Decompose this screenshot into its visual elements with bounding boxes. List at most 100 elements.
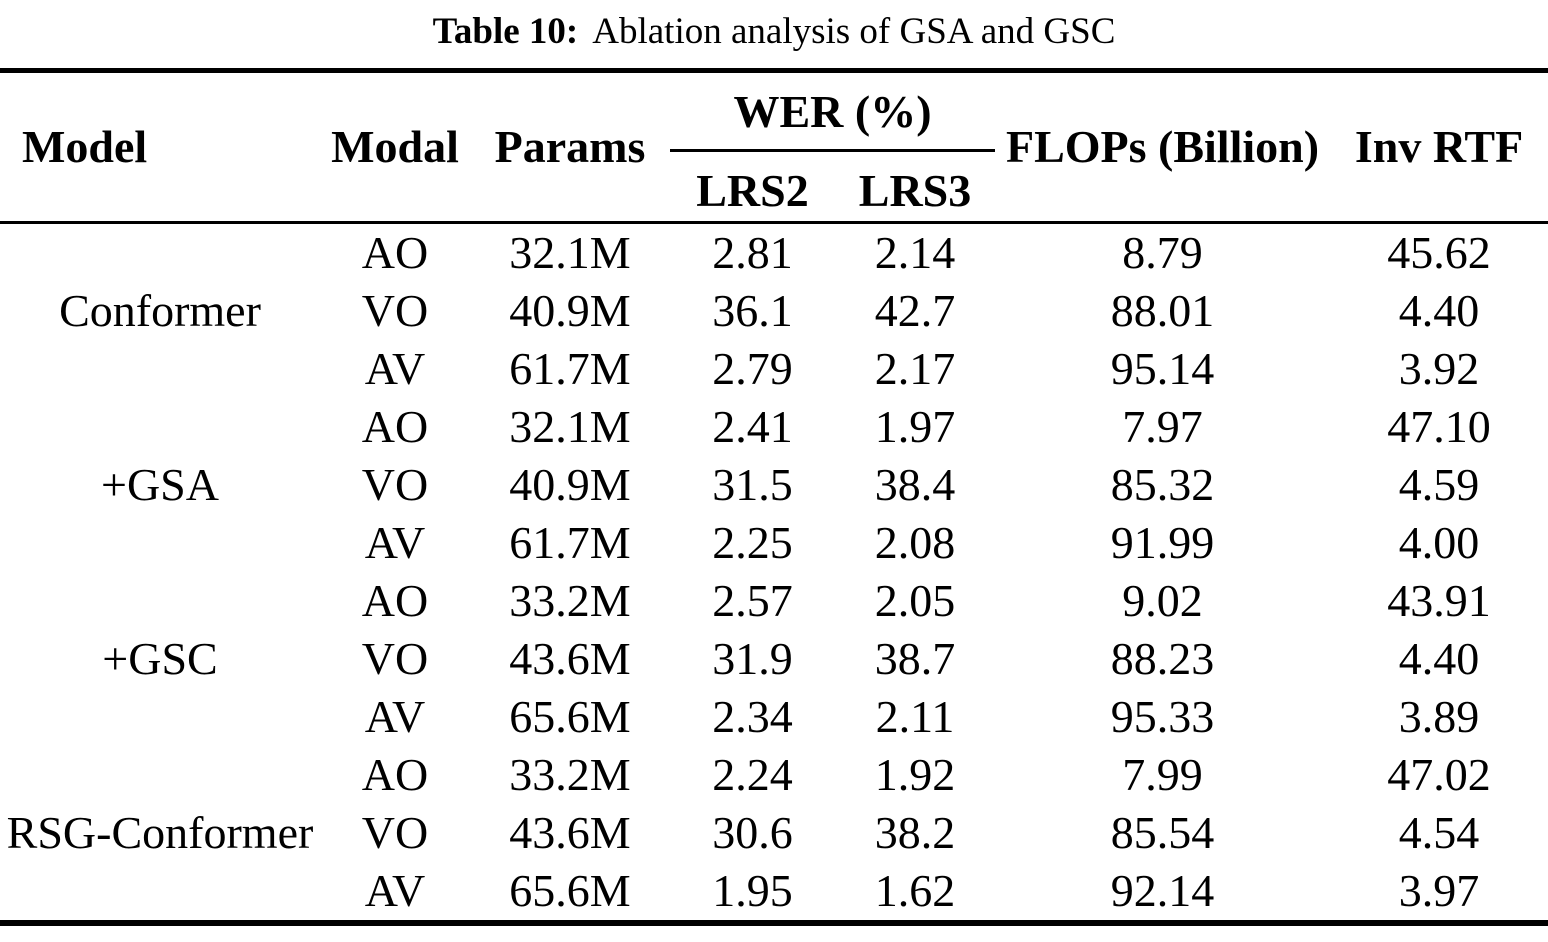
cell-lrs2: 31.5 [712,459,793,510]
cell-params: 65.6M [509,865,631,916]
cell-flops: 88.23 [1110,633,1215,684]
table-row: +GSA AO 32.1M 2.41 1.97 7.97 47.10 [0,398,1548,508]
cell-inv-rtf: 3.89 [1398,691,1480,742]
cell-inv-rtf: 45.62 [1387,227,1491,278]
table-caption: Table 10: Ablation analysis of GSA and GS… [0,0,1548,68]
cell-flops: 9.02 [1122,575,1203,626]
cell-lrs2: 31.9 [712,633,793,684]
cell-inv-rtf: 4.40 [1398,633,1480,684]
cell-lrs3: 2.14 [874,227,956,278]
cell-params: 40.9M [509,459,631,510]
cell-flops: 85.32 [1110,459,1215,510]
table-row: AV 61.7M 2.25 2.08 91.99 4.00 [0,514,1548,572]
cell-inv-rtf: 4.54 [1398,807,1480,858]
cell-lrs2: 2.24 [712,749,793,800]
cell-lrs2: 2.57 [712,575,793,626]
header-model: Model [22,121,148,172]
cell-modal: VO [361,459,429,510]
cell-lrs3: 38.7 [874,633,956,684]
header-flops: FLOPs (Billion) [1005,121,1320,172]
cell-params: 32.1M [509,227,631,278]
cell-lrs3: 1.97 [874,401,956,452]
cell-modal: VO [361,285,429,336]
header-lrs2: LRS2 [696,165,809,216]
cell-params: 43.6M [509,633,631,684]
table-row: AV 65.6M 1.95 1.62 92.14 3.97 [0,862,1548,923]
cell-flops: 95.14 [1110,343,1215,394]
header-inv-rtf: Inv RTF [1354,121,1524,172]
cell-inv-rtf: 3.92 [1398,343,1480,394]
cell-params: 61.7M [509,343,631,394]
cell-lrs2: 1.95 [712,865,793,916]
cell-modal: AV [364,343,426,394]
cell-params: 33.2M [509,749,631,800]
table-row: RSG-Conformer AO 33.2M 2.24 1.92 7.99 47… [0,746,1548,856]
cell-lrs2: 2.34 [712,691,793,742]
table-body: Conformer AO 32.1M 2.81 2.14 8.79 45.62 … [0,223,1548,924]
ablation-table: Model Modal Params WER (%) FLOPs (Billio… [0,68,1548,926]
cell-flops: 95.33 [1110,691,1215,742]
header-modal: Modal [331,121,459,172]
header-wer: WER (%) [670,70,996,152]
model-label: +GSA [101,459,219,510]
cell-lrs2: 2.81 [712,227,793,278]
model-label: +GSC [102,633,218,684]
header-params: Params [494,121,646,172]
cell-lrs3: 2.11 [875,691,955,742]
cell-modal: AO [361,575,429,626]
cell-inv-rtf: 4.00 [1398,517,1480,568]
cell-flops: 7.97 [1122,401,1203,452]
cell-flops: 8.79 [1122,227,1203,278]
cell-params: 40.9M [509,285,631,336]
cell-lrs3: 38.4 [874,459,956,510]
cell-lrs2: 2.79 [712,343,793,394]
cell-modal: AV [364,865,426,916]
cell-lrs2: 36.1 [712,285,793,336]
cell-inv-rtf: 3.97 [1398,865,1480,916]
cell-inv-rtf: 47.10 [1387,401,1491,452]
cell-params: 65.6M [509,691,631,742]
cell-modal: AO [361,749,429,800]
table-row: AV 65.6M 2.34 2.11 95.33 3.89 [0,688,1548,746]
cell-lrs3: 42.7 [874,285,956,336]
model-label: Conformer [59,285,261,336]
cell-inv-rtf: 4.40 [1398,285,1480,336]
cell-modal: VO [361,633,429,684]
table-row: +GSC AO 33.2M 2.57 2.05 9.02 43.91 [0,572,1548,682]
cell-inv-rtf: 4.59 [1398,459,1480,510]
cell-lrs3: 2.08 [874,517,956,568]
cell-params: 43.6M [509,807,631,858]
cell-modal: AO [361,227,429,278]
table-row: VO 40.9M 31.5 38.4 85.32 4.59 [0,456,1548,514]
cell-params: 32.1M [509,401,631,452]
cell-lrs3: 2.05 [874,575,956,626]
cell-modal: AO [361,401,429,452]
cell-lrs2: 30.6 [712,807,793,858]
cell-flops: 88.01 [1110,285,1215,336]
table-row: VO 43.6M 31.9 38.7 88.23 4.40 [0,630,1548,688]
cell-params: 61.7M [509,517,631,568]
cell-inv-rtf: 47.02 [1387,749,1491,800]
cell-lrs3: 38.2 [874,807,956,858]
cell-lrs3: 2.17 [874,343,956,394]
cell-lrs2: 2.25 [712,517,793,568]
cell-lrs3: 1.62 [874,865,956,916]
header-lrs3: LRS3 [858,165,972,216]
cell-params: 33.2M [509,575,631,626]
table-row: VO 43.6M 30.6 38.2 85.54 4.54 [0,804,1548,862]
cell-flops: 7.99 [1122,749,1203,800]
cell-modal: VO [361,807,429,858]
table-caption-text: Ablation analysis of GSA and GSC [592,11,1116,52]
table-row: VO 40.9M 36.1 42.7 88.01 4.40 [0,282,1548,340]
cell-flops: 92.14 [1110,865,1215,916]
cell-flops: 85.54 [1110,807,1215,858]
cell-modal: AV [364,517,426,568]
cell-flops: 91.99 [1110,517,1215,568]
cell-lrs3: 1.92 [874,749,956,800]
cell-lrs2: 2.41 [712,401,793,452]
model-label: RSG-Conformer [6,807,314,858]
table-header: Model Modal Params WER (%) FLOPs (Billio… [0,70,1548,223]
cell-inv-rtf: 43.91 [1387,575,1491,626]
table-caption-label: Table 10: [432,11,579,52]
